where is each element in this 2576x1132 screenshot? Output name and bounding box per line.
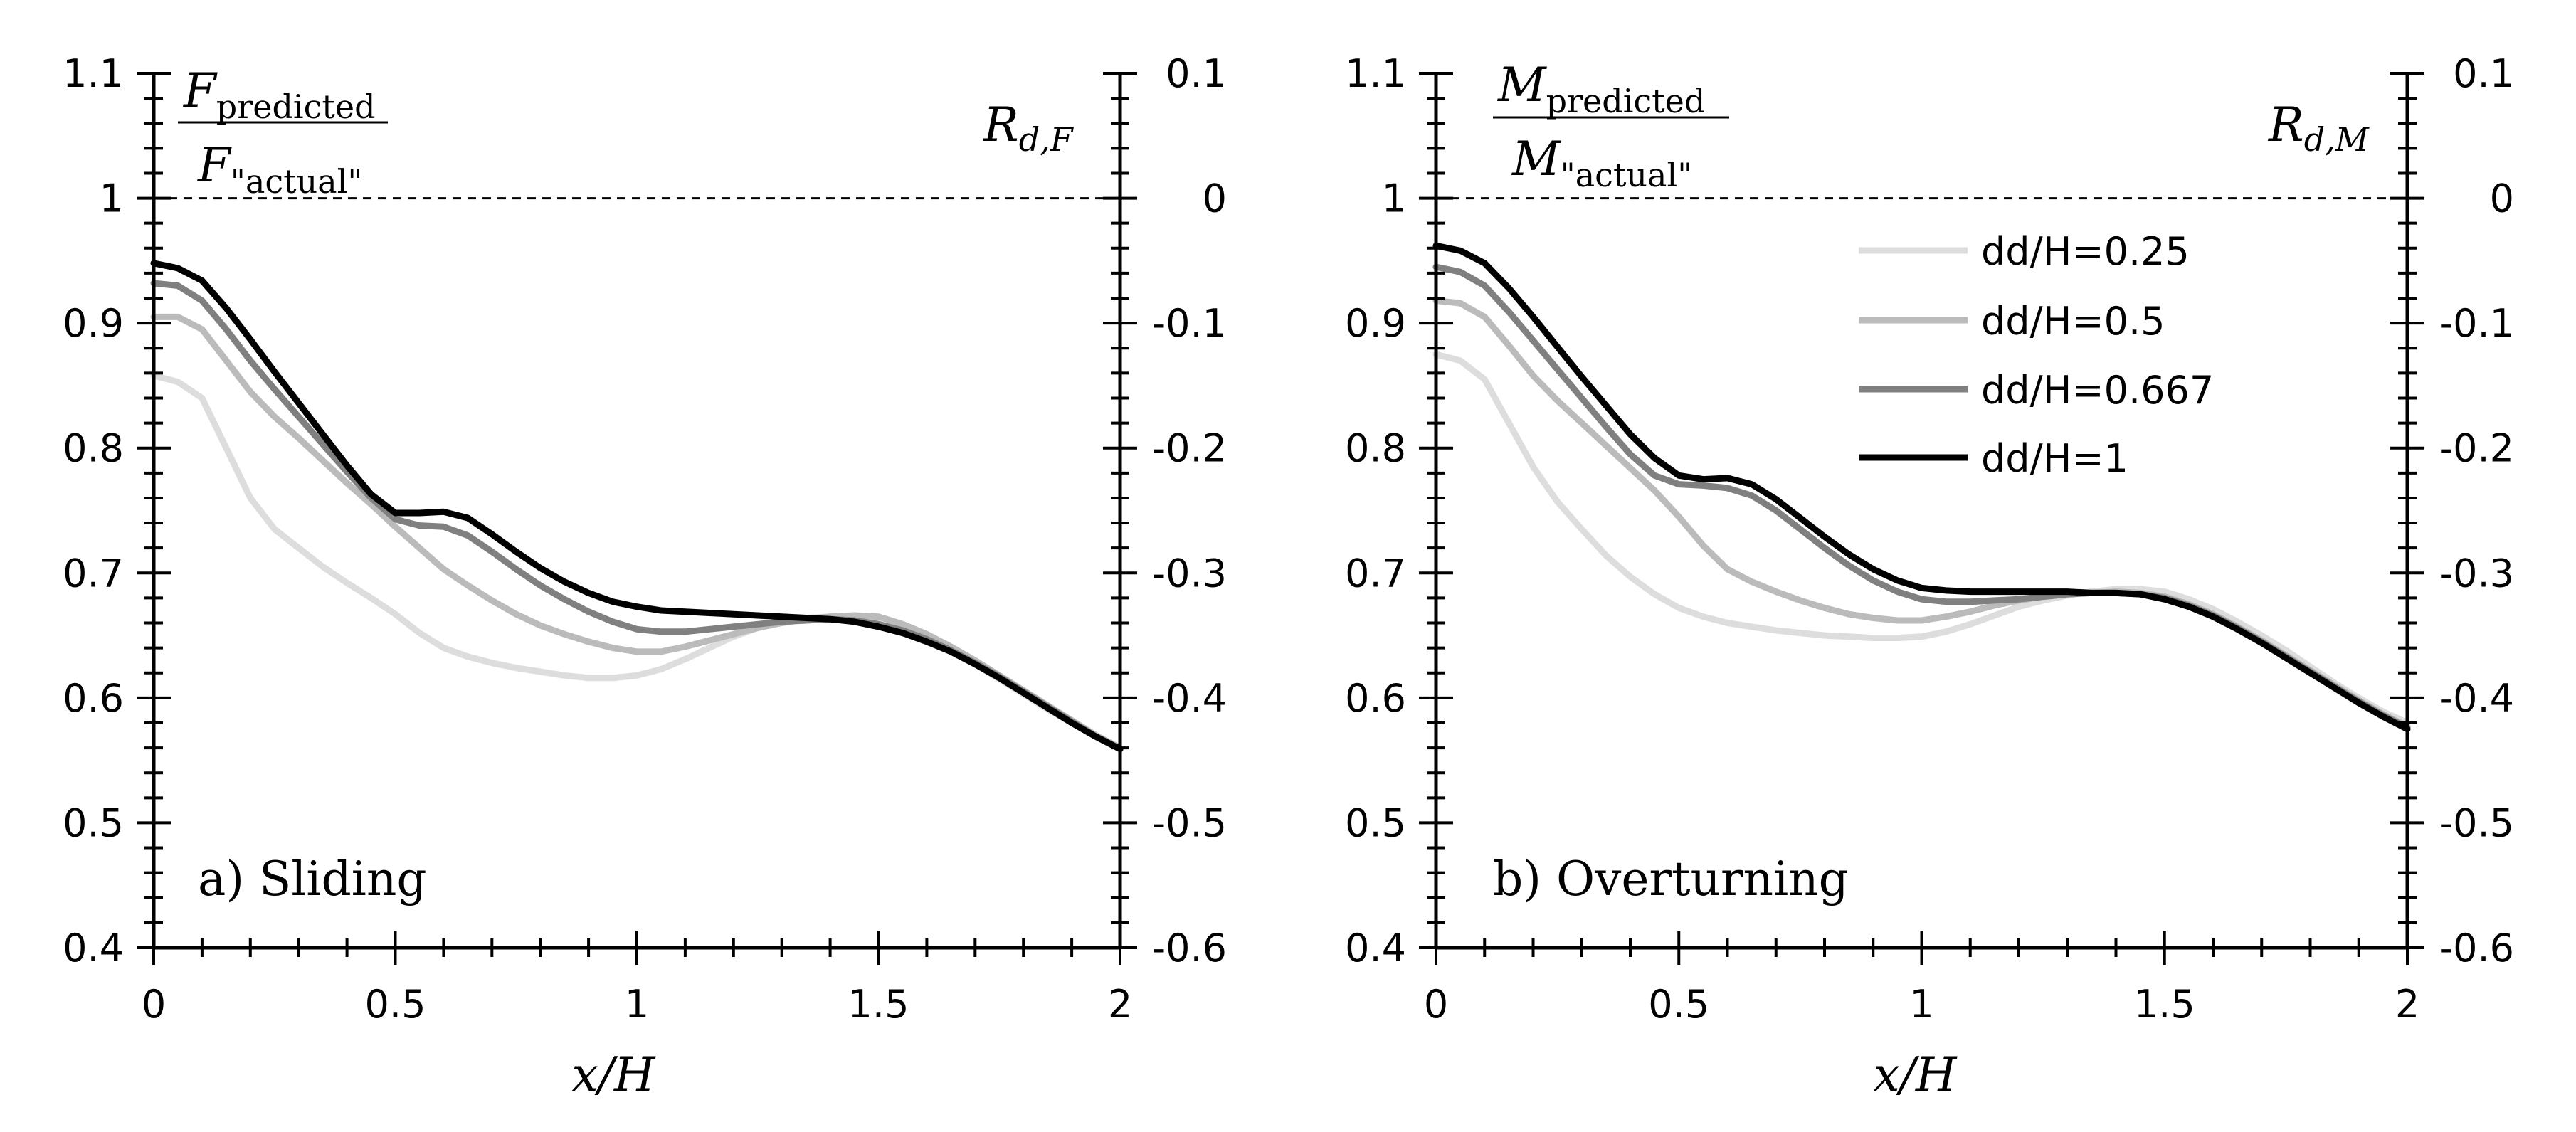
x-tick-label: 1 <box>625 982 649 1027</box>
y-tick-label: 0.4 <box>1345 926 1406 970</box>
legend-label: dd/H=0.25 <box>1981 229 2190 274</box>
y-tick-label: 0.7 <box>63 551 124 596</box>
panel-label: a) Sliding <box>198 852 427 906</box>
y-tick-label: 0.4 <box>63 926 124 970</box>
y2-tick-label: -0.3 <box>2439 551 2514 596</box>
y-tick-label: 0.9 <box>63 301 124 346</box>
left-y-label-num-main: F <box>183 63 218 118</box>
x-tick-label: 0 <box>142 982 166 1027</box>
left-y-label-num-main: M <box>1497 58 1547 112</box>
legend-entry: dd/H=0.667 <box>1859 368 2214 413</box>
legend-entry: dd/H=0.5 <box>1859 299 2165 344</box>
y-tick-label: 0.6 <box>63 676 124 721</box>
y-tick-label: 0.6 <box>1345 676 1406 721</box>
y2-tick-label: 0 <box>1203 176 1227 221</box>
left-y-label: Mpredicted M"actual" <box>1493 58 1729 194</box>
left-y-label-den-main: F <box>197 138 232 193</box>
series-line-dd-h-1 <box>1432 242 2411 733</box>
right-y-label-sub: d,M <box>2304 120 2370 159</box>
y2-tick-label: -0.1 <box>1152 301 1227 346</box>
y-tick-label: 0.7 <box>1345 551 1406 596</box>
y2-tick-label: -0.5 <box>1152 800 1227 845</box>
right-y-label-main: R <box>983 97 1019 152</box>
y-tick-label: 0.8 <box>63 426 124 471</box>
x-tick-label: 0.5 <box>365 982 426 1027</box>
y-tick-label: 1.1 <box>1345 51 1406 96</box>
y-tick-label: 1 <box>100 176 124 221</box>
y2-tick-label: 0.1 <box>2453 51 2514 96</box>
svg-text:M"actual": M"actual" <box>1511 132 1692 194</box>
left-y-label-den-main: M <box>1511 132 1561 186</box>
series-line-dd-h-0-667 <box>150 280 1124 753</box>
panel-overturning: 0.4 0.5 0.6 0.7 0.8 0.9 1 1.1 -0.6 -0.5 -0.4 -0.3 -0… <box>1345 51 2514 1102</box>
series-line-dd-h-1 <box>150 260 1124 753</box>
y2-tick-label: -0.4 <box>1152 676 1227 721</box>
y2-tick-label: -0.6 <box>2439 926 2514 970</box>
legend-entry: dd/H=0.25 <box>1859 229 2190 274</box>
left-y-label-den-sub: "actual" <box>1561 156 1693 194</box>
y2-tick-label: -0.4 <box>2439 676 2514 721</box>
y2-tick-label: 0 <box>2490 176 2514 221</box>
x-axis-label: x/H <box>571 1047 655 1102</box>
y2-tick-label: -0.2 <box>1152 426 1227 471</box>
series-line-dd-h-0-667 <box>1432 263 2411 731</box>
x-tick-label: 1.5 <box>848 982 909 1027</box>
y-tick-label: 0.5 <box>63 800 124 845</box>
y2-tick-label: 0.1 <box>1166 51 1227 96</box>
legend-label: dd/H=1 <box>1981 436 2128 481</box>
x-tick-label: 2 <box>1108 982 1132 1027</box>
left-y-label-den-sub: "actual" <box>231 162 363 201</box>
legend-label: dd/H=0.5 <box>1981 299 2165 344</box>
x-tick-label: 1 <box>1909 982 1933 1027</box>
x-axis-label: x/H <box>1873 1047 1957 1102</box>
y2-tick-label: -0.6 <box>1152 926 1227 970</box>
legend-label: dd/H=0.667 <box>1981 368 2214 413</box>
right-y-label: Rd,M <box>2268 97 2370 159</box>
y-tick-label: 1.1 <box>63 51 124 96</box>
y2-tick-label: -0.3 <box>1152 551 1227 596</box>
x-tick-label: 1.5 <box>2134 982 2195 1027</box>
panel-label: b) Overturning <box>1493 852 1849 906</box>
x-tick-label: 0.5 <box>1648 982 1709 1027</box>
legend-entry: dd/H=1 <box>1859 436 2128 481</box>
series-line-dd-h-0-25 <box>1432 351 2411 726</box>
series-line-dd-h-0-25 <box>150 372 1124 753</box>
x-tick-label: 2 <box>2395 982 2419 1027</box>
panel-sliding: 0.4 0.5 0.6 0.7 0.8 0.9 1 1.1 -0.6 -0.5 -0.4 -0.3 -0… <box>63 51 1227 1102</box>
series-line-dd-h-0-5 <box>150 313 1124 751</box>
series-line-dd-h-0-5 <box>1432 297 2411 730</box>
left-y-label-num-sub: predicted <box>1546 82 1706 120</box>
left-y-label-num-sub: predicted <box>216 88 376 126</box>
y2-tick-label: -0.5 <box>2439 800 2514 845</box>
y-tick-label: 0.9 <box>1345 301 1406 346</box>
svg-text:F"actual": F"actual" <box>197 138 363 201</box>
svg-text:Fpredicted: Fpredicted <box>183 63 376 126</box>
y-tick-label: 0.5 <box>1345 800 1406 845</box>
legend: dd/H=0.25 dd/H=0.5 dd/H=0.667 dd/H=1 <box>1859 229 2214 481</box>
y-tick-label: 0.8 <box>1345 426 1406 471</box>
right-y-label-main: R <box>2268 97 2304 152</box>
right-y-label-sub: d,F <box>1019 120 1075 159</box>
svg-text:Mpredicted: Mpredicted <box>1497 58 1705 120</box>
y-tick-label: 1 <box>1382 176 1406 221</box>
y2-tick-label: -0.1 <box>2439 301 2514 346</box>
left-y-label: Fpredicted F"actual" <box>178 63 388 201</box>
right-y-label: Rd,F <box>983 97 1075 159</box>
y2-tick-label: -0.2 <box>2439 426 2514 471</box>
x-tick-label: 0 <box>1424 982 1448 1027</box>
